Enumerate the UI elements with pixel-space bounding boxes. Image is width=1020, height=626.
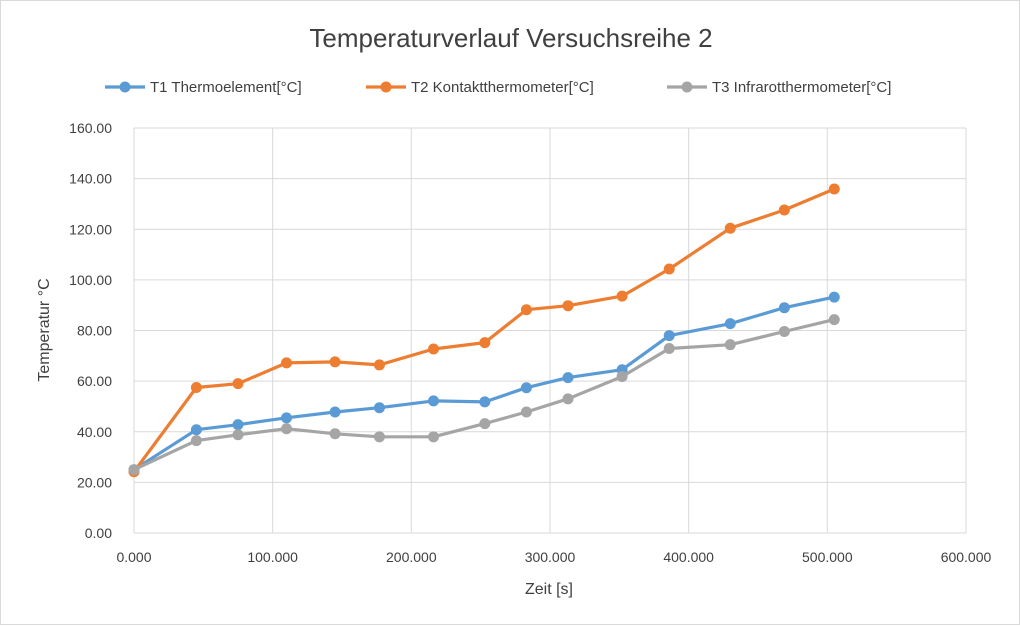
legend-item: T1 Thermoelement[°C] xyxy=(105,79,302,96)
data-point xyxy=(190,381,202,393)
data-point xyxy=(373,431,385,443)
y-tick-label: 80.00 xyxy=(77,323,112,339)
x-tick-label: 200.000 xyxy=(386,549,437,565)
data-point xyxy=(428,431,440,443)
data-point xyxy=(479,396,491,408)
x-axis-ticks: 0.000 100.000 200.000 300.000 400.000 500.000… xyxy=(116,549,991,565)
x-tick-label: 400.000 xyxy=(663,549,714,565)
data-point xyxy=(724,318,736,330)
data-point xyxy=(479,418,491,430)
data-point xyxy=(232,378,244,390)
data-point xyxy=(428,395,440,407)
data-point xyxy=(329,356,341,368)
legend-label: T1 Thermoelement[°C] xyxy=(150,79,302,96)
data-point xyxy=(520,406,532,418)
data-point xyxy=(479,337,491,349)
y-tick-label: 160.00 xyxy=(69,120,112,136)
data-point xyxy=(663,342,675,354)
x-tick-label: 100.000 xyxy=(247,549,298,565)
data-point xyxy=(724,222,736,234)
data-point xyxy=(616,290,628,302)
y-tick-label: 120.00 xyxy=(69,221,112,237)
data-point xyxy=(778,326,790,338)
x-tick-label: 0.000 xyxy=(116,549,151,565)
data-point xyxy=(373,359,385,371)
legend-label: T3 Infrarotthermometer[°C] xyxy=(712,79,891,96)
legend-marker xyxy=(681,81,693,93)
data-point xyxy=(190,435,202,447)
series-3 xyxy=(128,314,840,476)
data-point xyxy=(428,343,440,355)
data-point xyxy=(281,423,293,435)
data-point xyxy=(329,406,341,418)
data-point xyxy=(828,183,840,195)
data-point xyxy=(281,412,293,424)
data-point xyxy=(828,314,840,326)
data-point xyxy=(616,371,628,383)
data-point xyxy=(190,424,202,436)
y-tick-label: 140.00 xyxy=(69,171,112,187)
data-point xyxy=(828,291,840,303)
y-tick-label: 0.00 xyxy=(85,525,112,541)
y-axis-ticks: 0.00 20.00 40.00 60.00 80.00 100.00 120.00 140.… xyxy=(69,120,112,541)
data-point xyxy=(232,429,244,441)
x-tick-label: 600.000 xyxy=(941,549,992,565)
data-point xyxy=(329,428,341,440)
data-point xyxy=(373,402,385,414)
y-tick-label: 40.00 xyxy=(77,424,112,440)
data-point xyxy=(663,263,675,275)
y-tick-label: 60.00 xyxy=(77,373,112,389)
data-point xyxy=(281,357,293,369)
data-point xyxy=(778,302,790,314)
data-point xyxy=(562,300,574,312)
data-point xyxy=(778,204,790,216)
data-point xyxy=(520,382,532,394)
data-point xyxy=(562,372,574,384)
y-tick-label: 20.00 xyxy=(77,474,112,490)
legend-item: T2 Kontaktthermometer[°C] xyxy=(366,79,594,96)
x-tick-label: 300.000 xyxy=(525,549,576,565)
y-axis-title: Temperatur °C xyxy=(36,278,53,381)
legend: T1 Thermoelement[°C] T2 Kontaktthermomete… xyxy=(105,79,891,96)
chart-title: Temperaturverlauf Versuchsreihe 2 xyxy=(309,23,712,53)
x-axis-title: Zeit [s] xyxy=(525,581,573,598)
data-point xyxy=(232,419,244,431)
data-point xyxy=(663,330,675,342)
data-point xyxy=(562,393,574,405)
x-tick-label: 500.000 xyxy=(802,549,853,565)
gridlines xyxy=(133,127,967,534)
legend-item: T3 Infrarotthermometer[°C] xyxy=(667,79,891,96)
data-point xyxy=(128,464,140,476)
data-point xyxy=(520,304,532,316)
series-layer xyxy=(128,183,840,478)
data-point xyxy=(724,339,736,351)
legend-marker xyxy=(380,81,392,93)
y-tick-label: 100.00 xyxy=(69,272,112,288)
legend-label: T2 Kontaktthermometer[°C] xyxy=(411,79,594,96)
legend-marker xyxy=(119,81,131,93)
